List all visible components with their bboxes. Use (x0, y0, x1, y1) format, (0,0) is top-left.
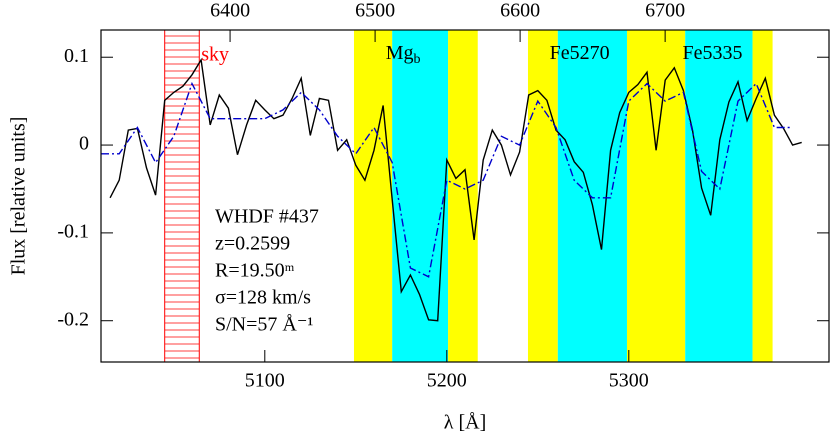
y-tick-label: -0.2 (57, 308, 89, 330)
index-label: Fe5335 (683, 42, 743, 64)
x-tick-label: 5200 (427, 370, 467, 392)
x2-tick-label: 6500 (355, 0, 395, 22)
x2-tick-label: 6600 (500, 0, 540, 22)
index-label-sub: b (414, 52, 421, 67)
info-line: σ=128 km/s (215, 287, 311, 309)
y-tick-label: 0.1 (64, 45, 89, 67)
info-line: z=0.2599 (215, 233, 290, 255)
index-band (626, 30, 686, 362)
x2-tick-label: 6400 (210, 0, 250, 22)
info-line: R=19.50ᵐ (215, 260, 295, 282)
x-axis-label: λ [Å] (444, 412, 486, 434)
x-tick-label: 5300 (609, 370, 649, 392)
index-label-text: Fe5270 (550, 42, 610, 64)
index-label: Fe5270 (550, 42, 610, 64)
plot-frame (100, 29, 830, 363)
index-band (392, 30, 449, 362)
index-band (685, 30, 753, 362)
x2-tick-label: 6700 (645, 0, 685, 22)
index-band (752, 30, 773, 362)
index-label: Mgb (386, 42, 421, 68)
sky-region (164, 30, 200, 362)
index-band (448, 30, 478, 362)
sky-label: sky (201, 44, 229, 66)
y-tick-label: -0.1 (57, 220, 89, 242)
index-band (557, 30, 627, 362)
y-tick-label: 0 (79, 133, 89, 155)
index-label-text: Mg (386, 42, 414, 64)
index-band (527, 30, 558, 362)
index-band (353, 30, 393, 362)
info-line: WHDF #437 (215, 206, 319, 228)
x-tick-label: 5100 (245, 370, 285, 392)
index-label-text: Fe5335 (683, 42, 743, 64)
y-axis-label: Flux [relative units] (8, 117, 30, 276)
info-line: S/N=57 Å⁻¹ (215, 314, 313, 336)
